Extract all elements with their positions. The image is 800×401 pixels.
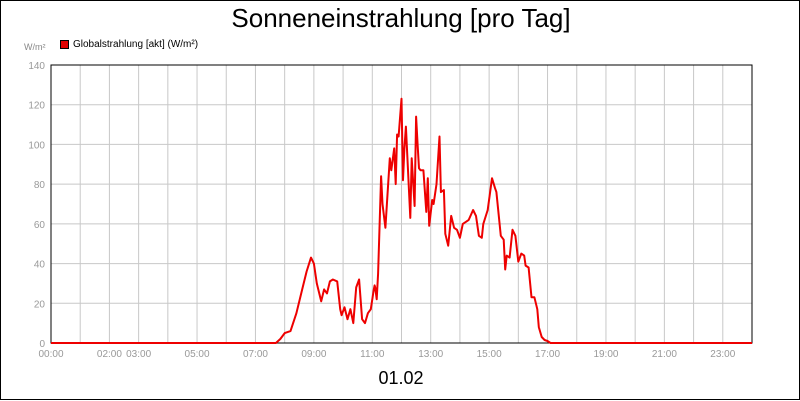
x-tick-label: 17:00	[535, 349, 560, 360]
y-tick-label: 20	[34, 299, 46, 310]
y-tick-label: 140	[28, 61, 45, 72]
x-tick-label: 21:00	[652, 349, 677, 360]
y-tick-label: 60	[34, 220, 46, 231]
x-tick-label: 09:00	[301, 349, 326, 360]
y-tick-label: 0	[39, 339, 45, 350]
x-tick-label: 00:00	[38, 349, 63, 360]
x-tick-label: 03:00	[126, 349, 151, 360]
y-tick-label: 100	[28, 140, 45, 151]
x-tick-label: 13:00	[418, 349, 443, 360]
x-tick-label: 23:00	[710, 349, 735, 360]
x-tick-label: 07:00	[243, 349, 268, 360]
x-tick-label: 15:00	[477, 349, 502, 360]
y-axis-unit: W/m²	[24, 42, 46, 52]
x-tick-label: 11:00	[360, 349, 385, 360]
x-tick-label: 05:00	[185, 349, 210, 360]
legend: Globalstrahlung [akt] (W/m²)	[60, 39, 198, 50]
date-label: 01.02	[378, 368, 424, 388]
y-tick-label: 40	[34, 260, 46, 271]
y-tick-label: 120	[28, 101, 45, 112]
x-tick-label: 19:00	[593, 349, 618, 360]
legend-label: Globalstrahlung [akt] (W/m²)	[73, 39, 199, 50]
plot-border	[50, 64, 753, 344]
x-tick-label: 02:00	[97, 349, 122, 360]
legend-swatch	[60, 40, 69, 49]
chart-title: Sonneneinstrahlung [pro Tag]	[231, 3, 571, 33]
y-tick-label: 80	[34, 180, 46, 191]
series-line	[51, 97, 752, 344]
